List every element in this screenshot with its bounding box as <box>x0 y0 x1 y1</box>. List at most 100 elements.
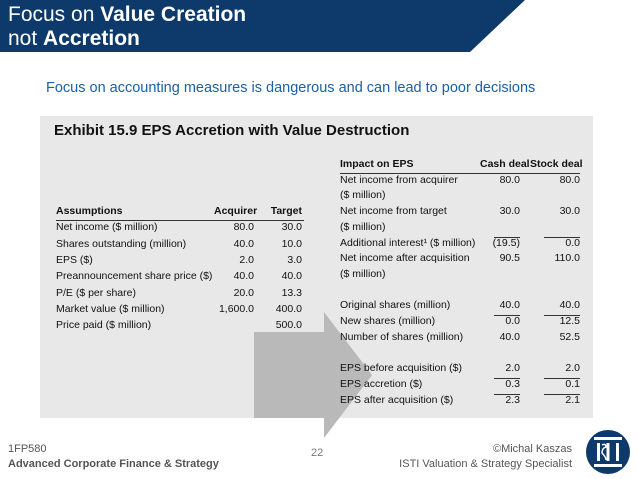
table-row: ($ million) <box>340 267 580 282</box>
row-label: EPS after acquisition ($) <box>340 393 454 406</box>
impact-table: Impact on EPS Cash deal Stock deal Net inco… <box>340 157 583 408</box>
cell-value: 30.0 <box>559 205 580 218</box>
table-row: Net income from acquirer 80.0 80.0 <box>340 173 580 188</box>
cell-value: 400.0 <box>275 302 302 315</box>
table-row: New shares (million) 0.0 12.5 <box>340 314 580 329</box>
cell-value: 90.5 <box>499 252 520 265</box>
cell-value: 80.0 <box>233 221 254 234</box>
table-row <box>340 283 580 298</box>
cell-value: 0.0 <box>505 315 520 327</box>
row-label: Net income after acquisition <box>340 252 470 265</box>
table-row: EPS accretion ($) 0.3 0.1 <box>340 377 580 392</box>
column-header: Stock deal <box>530 158 583 170</box>
table-row: ($ million) <box>340 220 580 235</box>
column-header: Assumptions <box>56 205 123 217</box>
table-header-row: Assumptions Acquirer Target <box>56 204 304 219</box>
author: ©Michal Kaszas <box>492 443 572 455</box>
course-name: Advanced Corporate Finance & Strategy <box>8 458 219 470</box>
row-label: EPS before acquisition ($) <box>340 362 462 375</box>
table-row: Net income ($ million) 80.0 30.0 <box>56 220 304 235</box>
cell-value: 0.3 <box>505 377 520 390</box>
table-row: EPS after acquisition ($) 2.3 2.1 <box>340 393 580 408</box>
table-row: Price paid ($ million) 500.0 <box>56 318 304 333</box>
assumptions-table: Assumptions Acquirer Target Net income ($ m… <box>56 204 304 334</box>
row-label: ($ million) <box>340 220 386 233</box>
table-row <box>340 345 580 360</box>
cell-value: 40.0 <box>281 270 302 283</box>
row-label: Additional interest¹ ($ million) <box>340 236 476 249</box>
row-label: P/E ($ per share) <box>56 286 136 299</box>
cell-value: 40.0 <box>499 330 520 343</box>
cell-value: 0.1 <box>565 377 580 390</box>
row-label: Net income from acquirer <box>340 173 458 186</box>
row-label: Net income ($ million) <box>56 221 158 234</box>
row-label: Net income from target <box>340 205 447 218</box>
row-label: ($ million) <box>340 189 386 202</box>
column-header: Target <box>270 205 302 217</box>
cell-value: 40.0 <box>233 270 254 283</box>
table-row: EPS ($) 2.0 3.0 <box>56 253 304 268</box>
title-emphasis: Value Creation <box>100 3 247 26</box>
total-rule <box>494 236 520 238</box>
table-row: Preannouncement share price ($) 40.0 40.0 <box>56 269 304 284</box>
cell-value: 1,600.0 <box>218 302 254 315</box>
cell-value: 40.0 <box>559 299 580 312</box>
header-rule <box>340 172 580 174</box>
row-label: ($ million) <box>340 267 386 280</box>
cell-value: 10.0 <box>281 237 302 250</box>
total-rule <box>494 315 520 316</box>
row-label: Original shares (million) <box>340 299 451 312</box>
table-row: Number of shares (million) 40.0 52.5 <box>340 330 580 345</box>
cell-value: 80.0 <box>499 173 520 186</box>
table-row: P/E ($ per share) 20.0 13.3 <box>56 286 304 301</box>
cell-value: 40.0 <box>233 237 254 250</box>
row-label: EPS accretion ($) <box>340 377 423 390</box>
table-row: Market value ($ million) 1,600.0 400.0 <box>56 302 304 317</box>
table-row: Original shares (million) 40.0 40.0 <box>340 298 580 313</box>
table-row: Net income after acquisition 90.5 110.0 <box>340 251 580 266</box>
table-row: Additional interest¹ ($ million) (19.5) 0.… <box>340 236 580 251</box>
row-label: New shares (million) <box>340 315 436 327</box>
row-label: EPS ($) <box>56 253 93 266</box>
cell-value: 2.3 <box>505 393 520 406</box>
cell-value: 0.0 <box>565 236 580 249</box>
total-rule <box>544 315 580 316</box>
cell-value: 12.5 <box>559 315 580 327</box>
table-row: ($ million) <box>340 188 580 203</box>
cell-value: (19.5) <box>492 236 520 249</box>
row-label: Price paid ($ million) <box>56 319 152 332</box>
total-rule <box>494 377 520 379</box>
cell-value: 30.0 <box>281 221 302 234</box>
cell-value: 20.0 <box>233 286 254 299</box>
isti-logo-icon <box>586 430 630 474</box>
cell-value: 110.0 <box>554 252 581 265</box>
exhibit-title: Exhibit 15.9 EPS Accretion with Value De… <box>54 122 410 139</box>
column-header: Cash deal <box>480 158 530 170</box>
header-rule <box>56 220 304 222</box>
total-rule <box>544 393 580 395</box>
column-header: Impact on EPS <box>340 158 414 170</box>
cell-value: 2.0 <box>239 253 254 266</box>
slide-subtitle: Focus on accounting measures is dangerou… <box>46 80 536 96</box>
total-rule <box>494 393 520 395</box>
cell-value: 2.0 <box>505 362 520 375</box>
page-number: 22 <box>311 447 324 459</box>
title-text: Focus on <box>8 3 101 26</box>
title-text: not <box>8 27 44 50</box>
cell-value: 500.0 <box>275 319 302 332</box>
cell-value: 30.0 <box>499 205 520 218</box>
row-label: Number of shares (million) <box>340 330 464 343</box>
row-label: Preannouncement share price ($) <box>56 270 213 283</box>
cell-value: 13.3 <box>281 286 302 299</box>
column-header: Acquirer <box>214 205 258 217</box>
table-header-row: Impact on EPS Cash deal Stock deal <box>340 157 583 172</box>
cell-value: 2.1 <box>565 393 580 406</box>
title-bar: Focus on Value Creation not Accretion <box>0 0 525 52</box>
table-row: Shares outstanding (million) 40.0 10.0 <box>56 237 304 252</box>
cell-value: 40.0 <box>499 299 520 312</box>
affiliation: ISTI Valuation & Strategy Specialist <box>399 458 572 470</box>
row-label: Market value ($ million) <box>56 302 165 315</box>
total-rule <box>544 377 580 379</box>
table-row: Net income from target 30.0 30.0 <box>340 204 580 219</box>
cell-value: 3.0 <box>287 253 302 266</box>
